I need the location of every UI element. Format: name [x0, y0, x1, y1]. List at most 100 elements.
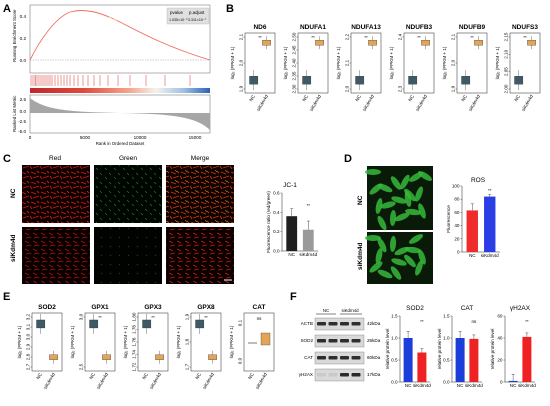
group-label-nc: NC — [88, 371, 96, 380]
panels.B.genes-title: NDUFB9 — [459, 24, 486, 31]
a-ylabel-bottom: Ranked List Metric — [12, 95, 17, 132]
ros-cell — [389, 210, 397, 226]
c-row-sikdm4d: siKdm4d — [10, 235, 17, 262]
blot-band — [317, 339, 326, 343]
ros-cell — [418, 203, 426, 219]
blot-kda-label: 42kDa — [367, 321, 381, 326]
a-xtick: 0 — [29, 135, 32, 140]
c-row-nc: NC — [10, 188, 17, 198]
group-label-nc: NC — [35, 371, 43, 380]
blot-protein-label: CAT — [304, 355, 313, 360]
significance-mark: ** — [98, 315, 102, 320]
blot-protein-label: SOD2 — [300, 338, 313, 343]
box-sikdm4d — [527, 40, 536, 46]
panel-a-label: A — [3, 3, 11, 15]
box-sikdm4d — [315, 40, 324, 46]
blot-band — [351, 339, 361, 343]
d-row-sikdm4d: siKdm4d — [357, 243, 364, 270]
ytick-label: 40 — [454, 223, 460, 228]
panel-e-label: E — [3, 291, 10, 303]
group-label-nc: NC — [354, 93, 362, 102]
ytick-label: 40 — [497, 336, 503, 341]
blot-band — [328, 356, 338, 360]
ros-cell — [391, 196, 407, 204]
ros-cell — [415, 260, 423, 276]
panels.B.genes-ytick: 2.4 — [398, 33, 403, 40]
significance-mark: ** — [364, 35, 368, 40]
panels.B.genes-ytick: 2.15 — [504, 32, 509, 41]
box-sikdm4d — [368, 40, 377, 46]
c-col-red: Red — [49, 155, 61, 162]
ros-cell — [369, 261, 383, 273]
box-sikdm4d — [474, 40, 483, 46]
a-ytick-bottom: 2.5 — [20, 97, 27, 102]
a-ylabel-top: Running Enrichment Score — [12, 9, 17, 62]
ros-cell — [377, 215, 387, 231]
group-label-nc: NC — [301, 93, 309, 102]
b-ylabel: log₂ (FPKM + 1) — [389, 46, 394, 79]
panels.B.genes-ytick: 1.9 — [451, 85, 456, 92]
stats-header-padjust: p.adjust — [189, 10, 205, 15]
ros-cell — [365, 235, 381, 241]
blot-band — [351, 322, 361, 326]
blot-band — [328, 322, 338, 326]
f-barchart: SOD2 1.5 1.0 0.5 0.0 relative protein level NC… — [385, 305, 431, 388]
panels.E.genes-ytick: 1.74 — [132, 350, 137, 359]
blot-group-nc: NC — [323, 308, 329, 313]
x-category-label: NC — [510, 383, 517, 388]
panel-e: E log₂ (FPKM + 1) SOD2 3.2 3.1 3.0 2.9 2.8 2.7 N… — [3, 291, 275, 390]
ytick-label: 1.0 — [443, 336, 450, 341]
panels.B.genes-ytick: 2.0 — [451, 59, 456, 66]
panel-c: C Red Green Merge NC siKdm4d JC-1 0.6 0.4… — [3, 153, 318, 284]
blot-band — [340, 339, 349, 343]
ros-cell — [400, 174, 410, 190]
ytick-label: 0.0 — [273, 249, 280, 254]
ros-cell — [377, 183, 393, 193]
x-category-label: NC — [469, 253, 476, 258]
ros-cell — [380, 201, 396, 209]
ytick-label: 1.5 — [443, 314, 450, 319]
panels.B.genes-title: NDUFS3 — [512, 24, 538, 31]
bar-nc — [403, 338, 413, 382]
a-ytick-bottom: -2.5 — [18, 119, 26, 124]
panels.E.genes-title: GPX8 — [197, 304, 215, 311]
panel-f: F NC siKdm4d ACTB 42kDa SOD2 25kDa CAT 60kDa γ… — [290, 291, 536, 388]
ros-cell — [394, 212, 410, 222]
ros-cell — [394, 246, 410, 256]
y-axis-label: Fluorescence — [446, 205, 451, 233]
panels.E.genes-ytick: 3.1 — [26, 323, 31, 330]
box-sikdm4d — [155, 354, 164, 360]
panel-a: A oxidative phosphorylation pvalue p.adj… — [3, 3, 211, 146]
ros-cell — [377, 269, 393, 279]
significance-mark: ** — [523, 35, 527, 40]
box-nc — [355, 76, 365, 85]
box-nc — [514, 76, 524, 85]
group-label-sikdm4d: siKdm4d — [309, 94, 322, 112]
micrograph-merge-nc — [166, 165, 234, 223]
panels.E.genes-ytick: 3.0 — [26, 333, 31, 340]
group-label-sikdm4d: siKdm4d — [202, 372, 215, 390]
panel-d-label: D — [344, 153, 352, 165]
blot-protein-label: γH2AX — [299, 372, 313, 377]
panels.B.genes-ytick: 2.3 — [398, 85, 403, 92]
significance-mark: ** — [420, 319, 424, 324]
b-ylabel: log₂ (FPKM + 1) — [336, 46, 341, 79]
ytick-label: 60 — [454, 210, 460, 215]
a-ytick-bottom: -5.0 — [18, 129, 26, 134]
d-row-nc: NC — [357, 195, 364, 205]
a-xtick: 5000 — [80, 135, 91, 140]
panels.E.genes-frame — [31, 312, 63, 372]
bar-sikdm4d — [302, 229, 314, 251]
b-ylabel: log₂ (FPKM + 1) — [442, 46, 447, 79]
panels.B.genes-ytick: 1.9 — [239, 85, 244, 92]
significance-mark: ** — [258, 35, 262, 40]
panels.E.genes-ytick: 1.72 — [132, 362, 137, 371]
blot-band — [328, 373, 338, 377]
blot-band — [317, 322, 326, 326]
stats-value-pvalue: 1.035×10⁻⁹ — [169, 18, 188, 22]
box-sikdm4d — [421, 40, 430, 46]
panels.B.genes-ytick: 2.1 — [451, 33, 456, 40]
ros-cell — [418, 249, 426, 265]
e-ylabel: log₂ (FPKM + 1) — [17, 325, 22, 358]
